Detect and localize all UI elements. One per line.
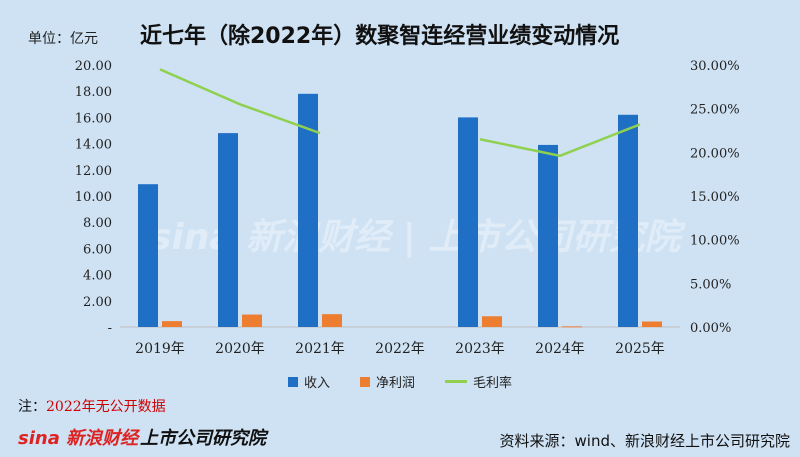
legend-swatch-revenue: [287, 376, 298, 387]
bar-revenue: [618, 114, 638, 327]
chart-title: 近七年（除2022年）数聚智连经营业绩变动情况: [140, 24, 620, 49]
line-gross-margin: [159, 68, 321, 135]
legend-item-margin: 毛利率: [445, 372, 512, 391]
y-left-tick-label: 12.00: [75, 164, 112, 179]
y-left-tick-label: 14.00: [75, 138, 112, 153]
y-right-tick-label: 30.00%: [690, 59, 740, 74]
y-left-tick-label: 20.00: [75, 59, 112, 74]
bar-revenue: [298, 93, 318, 327]
footnote-text: 2022年无公开数据: [46, 399, 166, 415]
y-right-tick-label: 5.00%: [690, 277, 731, 292]
brand-sina-logo: sina 新浪财经: [18, 428, 139, 449]
line-gross-margin: [479, 123, 641, 158]
x-tick-label: 2023年: [455, 341, 505, 357]
y-left-tick-label: 10.00: [75, 190, 112, 205]
bar-profit: [482, 316, 502, 327]
legend-swatch-profit: [359, 376, 370, 387]
unit-label: 单位：亿元: [28, 31, 98, 47]
footnote: 注：2022年无公开数据: [18, 396, 166, 416]
brand-institute-logo: 上市公司研究院: [140, 428, 266, 449]
bar-profit: [562, 326, 582, 328]
source-note: 资料来源：wind、新浪财经上市公司研究院: [499, 432, 790, 450]
bar-revenue: [538, 144, 558, 327]
legend-label-revenue: 收入: [303, 376, 330, 391]
bar-revenue: [458, 117, 478, 328]
bar-profit: [162, 321, 182, 327]
x-tick-label: 2019年: [135, 341, 185, 357]
x-tick-label: 2021年: [295, 341, 345, 357]
y-right-tick-label: 10.00%: [690, 234, 740, 249]
x-tick-label: 2022年: [375, 341, 425, 357]
x-tick-label: 2025年: [615, 341, 665, 357]
y-left-tick-label: 18.00: [75, 85, 112, 100]
bar-profit: [322, 314, 342, 327]
bar-revenue: [218, 133, 238, 327]
y-right-tick-label: 15.00%: [690, 190, 740, 205]
y-left-tick-label: -: [108, 321, 112, 336]
x-tick-label: 2024年: [535, 341, 585, 357]
y-left-tick-label: 8.00: [83, 216, 112, 231]
watermark: sina 新浪财经 | 上市公司研究院: [150, 217, 681, 258]
bar-profit: [642, 321, 662, 327]
legend: 收入 净利润 毛利率: [0, 372, 800, 391]
legend-label-margin: 毛利率: [473, 376, 513, 391]
y-right-tick-label: 0.00%: [690, 321, 731, 336]
chart-canvas: - 2.00 4.00 6.00 8.00 10.00 12.00 14.00 16.00 18.…: [75, 59, 740, 357]
y-left-tick-label: 16.00: [75, 111, 112, 126]
y-left-tick-label: 6.00: [83, 242, 112, 257]
legend-label-profit: 净利润: [375, 376, 415, 391]
legend-item-revenue: 收入: [287, 372, 330, 391]
legend-swatch-margin: [445, 380, 467, 383]
x-tick-label: 2020年: [215, 341, 265, 357]
bar-profit: [242, 314, 262, 327]
footnote-label: 注：: [18, 399, 46, 415]
bar-revenue: [138, 184, 158, 327]
y-right-tick-label: 25.00%: [690, 103, 740, 118]
y-left-tick-label: 4.00: [83, 269, 112, 284]
legend-item-profit: 净利润: [359, 372, 415, 391]
y-left-tick-label: 2.00: [83, 295, 112, 310]
y-right-tick-label: 20.00%: [690, 146, 740, 161]
